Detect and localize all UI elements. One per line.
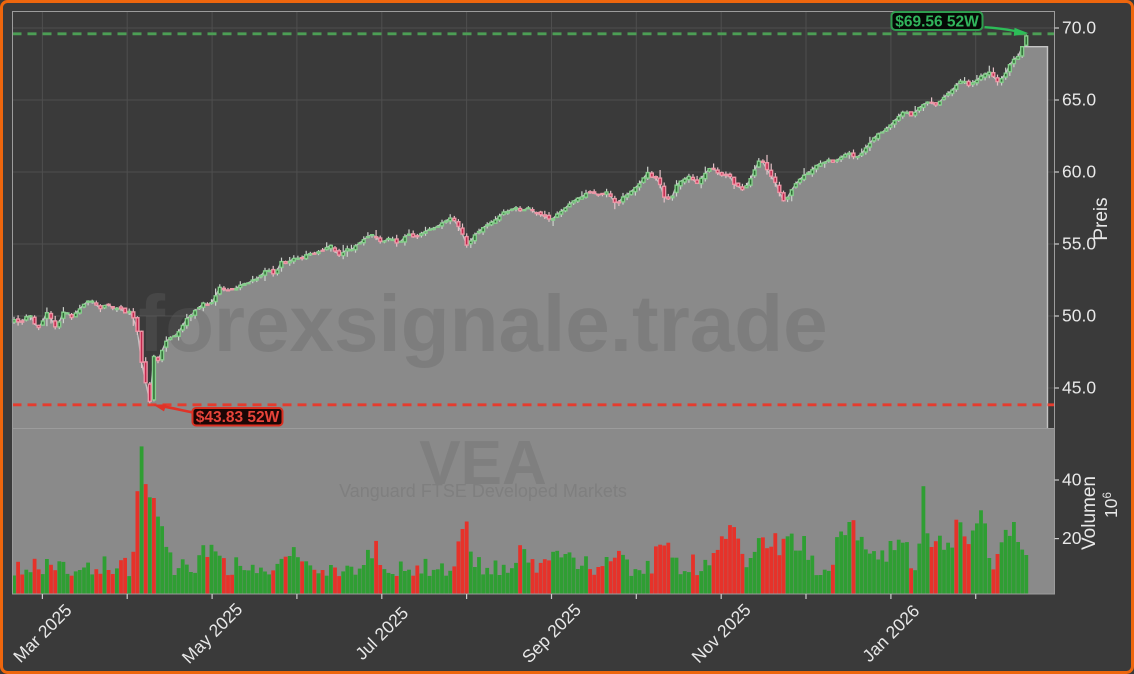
svg-text:40: 40 [1062,470,1082,490]
svg-text:55.0: 55.0 [1062,234,1096,254]
svg-text:70.0: 70.0 [1062,18,1096,38]
svg-text:VEA: VEA [419,429,546,498]
svg-text:forexsignale.trade: forexsignale.trade [138,279,827,368]
svg-text:$69.56 52W: $69.56 52W [895,13,979,30]
svg-text:$43.83 52W: $43.83 52W [196,409,280,426]
svg-text:50.0: 50.0 [1062,306,1096,326]
svg-text:20: 20 [1062,528,1082,548]
svg-text:65.0: 65.0 [1062,90,1096,110]
svg-text:45.0: 45.0 [1062,378,1096,398]
svg-text:Volumen: Volumen [1079,476,1100,550]
svg-text:106: 106 [1101,492,1121,518]
svg-text:60.0: 60.0 [1062,162,1096,182]
svg-text:Vanguard FTSE Developed Market: Vanguard FTSE Developed Markets [339,481,627,501]
svg-text:Preis: Preis [1091,197,1112,240]
